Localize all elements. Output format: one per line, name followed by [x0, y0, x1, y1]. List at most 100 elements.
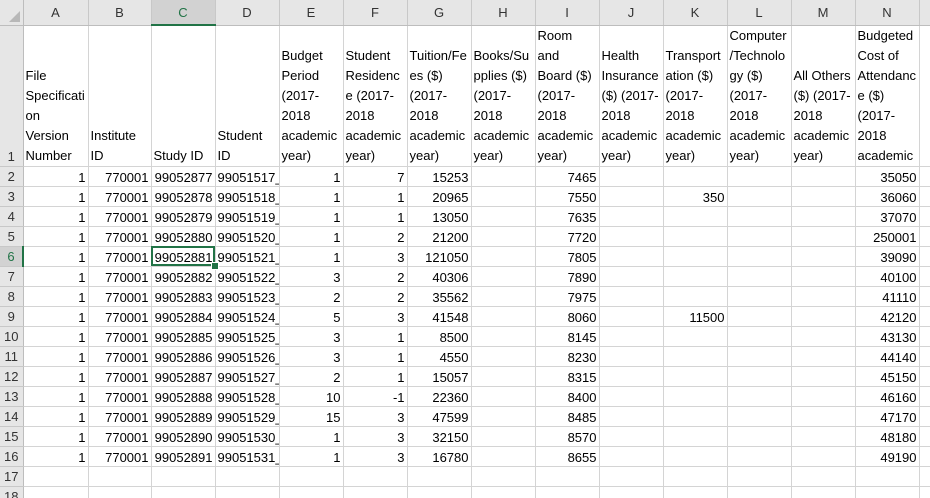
cell-c2[interactable]: 99052877	[151, 166, 216, 187]
cell-g8[interactable]: 35562	[407, 286, 472, 307]
cell-d5[interactable]: 99051520_	[215, 226, 280, 247]
cell-j17[interactable]	[599, 466, 664, 487]
header-cell-m[interactable]: All Others ($) (2017-2018 academic year)	[791, 25, 856, 167]
cell-m17[interactable]	[791, 466, 856, 487]
cell-e5[interactable]: 1	[279, 226, 344, 247]
cell-a11[interactable]: 1	[23, 346, 89, 367]
column-header-i[interactable]: I	[535, 0, 600, 26]
cell-l2[interactable]	[727, 166, 792, 187]
header-cell-d[interactable]: Student ID	[215, 25, 280, 167]
cell-f13[interactable]: -1	[343, 386, 408, 407]
cell-o16[interactable]	[919, 446, 930, 467]
cell-o2[interactable]	[919, 166, 930, 187]
row-header-8[interactable]: 8	[0, 286, 24, 307]
cell-g7[interactable]: 40306	[407, 266, 472, 287]
cell-j9[interactable]	[599, 306, 664, 327]
header-cell-h[interactable]: Books/Supplies ($) (2017-2018 academic y…	[471, 25, 536, 167]
cell-h9[interactable]	[471, 306, 536, 327]
cell-o3[interactable]	[919, 186, 930, 207]
row-header-15[interactable]: 15	[0, 426, 24, 447]
cell-a16[interactable]: 1	[23, 446, 89, 467]
cell-f11[interactable]: 1	[343, 346, 408, 367]
cell-n9[interactable]: 42120	[855, 306, 920, 327]
cell-i3[interactable]: 7550	[535, 186, 600, 207]
cell-d12[interactable]: 99051527_	[215, 366, 280, 387]
cell-m8[interactable]	[791, 286, 856, 307]
cell-n3[interactable]: 36060	[855, 186, 920, 207]
cell-o10[interactable]	[919, 326, 930, 347]
column-header-g[interactable]: G	[407, 0, 472, 26]
cell-k17[interactable]	[663, 466, 728, 487]
column-header-j[interactable]: J	[599, 0, 664, 26]
cell-m12[interactable]	[791, 366, 856, 387]
cell-f18[interactable]	[343, 486, 408, 498]
cell-n12[interactable]: 45150	[855, 366, 920, 387]
cell-b5[interactable]: 770001	[88, 226, 152, 247]
cell-a8[interactable]: 1	[23, 286, 89, 307]
cell-b8[interactable]: 770001	[88, 286, 152, 307]
cell-d9[interactable]: 99051524_	[215, 306, 280, 327]
cell-j4[interactable]	[599, 206, 664, 227]
cell-i18[interactable]	[535, 486, 600, 498]
cell-i5[interactable]: 7720	[535, 226, 600, 247]
cell-o1[interactable]	[919, 25, 930, 167]
column-header-d[interactable]: D	[215, 0, 280, 26]
cell-l17[interactable]	[727, 466, 792, 487]
cell-f9[interactable]: 3	[343, 306, 408, 327]
row-header-4[interactable]: 4	[0, 206, 24, 227]
cell-l14[interactable]	[727, 406, 792, 427]
cell-i13[interactable]: 8400	[535, 386, 600, 407]
cell-a12[interactable]: 1	[23, 366, 89, 387]
cell-e11[interactable]: 3	[279, 346, 344, 367]
cell-i11[interactable]: 8230	[535, 346, 600, 367]
cell-b11[interactable]: 770001	[88, 346, 152, 367]
cell-g2[interactable]: 15253	[407, 166, 472, 187]
row-header-10[interactable]: 10	[0, 326, 24, 347]
cell-a2[interactable]: 1	[23, 166, 89, 187]
cell-g13[interactable]: 22360	[407, 386, 472, 407]
column-header-b[interactable]: B	[88, 0, 152, 26]
cell-h6[interactable]	[471, 246, 536, 267]
cell-f17[interactable]	[343, 466, 408, 487]
row-header-9[interactable]: 9	[0, 306, 24, 327]
cell-g10[interactable]: 8500	[407, 326, 472, 347]
header-cell-n[interactable]: Budgeted Cost of Attendance ($) (2017-20…	[855, 25, 920, 167]
cell-j12[interactable]	[599, 366, 664, 387]
cell-l12[interactable]	[727, 366, 792, 387]
cell-f5[interactable]: 2	[343, 226, 408, 247]
cell-m2[interactable]	[791, 166, 856, 187]
row-header-14[interactable]: 14	[0, 406, 24, 427]
cell-c8[interactable]: 99052883	[151, 286, 216, 307]
cell-i9[interactable]: 8060	[535, 306, 600, 327]
cell-j3[interactable]	[599, 186, 664, 207]
cell-m10[interactable]	[791, 326, 856, 347]
cell-b13[interactable]: 770001	[88, 386, 152, 407]
column-header-next[interactable]	[919, 0, 930, 26]
cell-m5[interactable]	[791, 226, 856, 247]
cell-n15[interactable]: 48180	[855, 426, 920, 447]
column-header-a[interactable]: A	[23, 0, 89, 26]
cell-o18[interactable]	[919, 486, 930, 498]
cell-e18[interactable]	[279, 486, 344, 498]
cell-l5[interactable]	[727, 226, 792, 247]
select-all-button[interactable]	[0, 0, 24, 26]
cell-o6[interactable]	[919, 246, 930, 267]
cell-m3[interactable]	[791, 186, 856, 207]
cell-h4[interactable]	[471, 206, 536, 227]
cell-h10[interactable]	[471, 326, 536, 347]
cell-c4[interactable]: 99052879	[151, 206, 216, 227]
header-cell-f[interactable]: Student Residence (2017-2018 academic ye…	[343, 25, 408, 167]
column-header-c[interactable]: C	[151, 0, 216, 26]
column-header-f[interactable]: F	[343, 0, 408, 26]
cell-b18[interactable]	[88, 486, 152, 498]
cell-k12[interactable]	[663, 366, 728, 387]
cell-b16[interactable]: 770001	[88, 446, 152, 467]
cell-h16[interactable]	[471, 446, 536, 467]
cell-l10[interactable]	[727, 326, 792, 347]
cell-n14[interactable]: 47170	[855, 406, 920, 427]
header-cell-g[interactable]: Tuition/Fees ($) (2017-2018 academic yea…	[407, 25, 472, 167]
cell-m9[interactable]	[791, 306, 856, 327]
cell-h18[interactable]	[471, 486, 536, 498]
cell-a13[interactable]: 1	[23, 386, 89, 407]
column-header-h[interactable]: H	[471, 0, 536, 26]
